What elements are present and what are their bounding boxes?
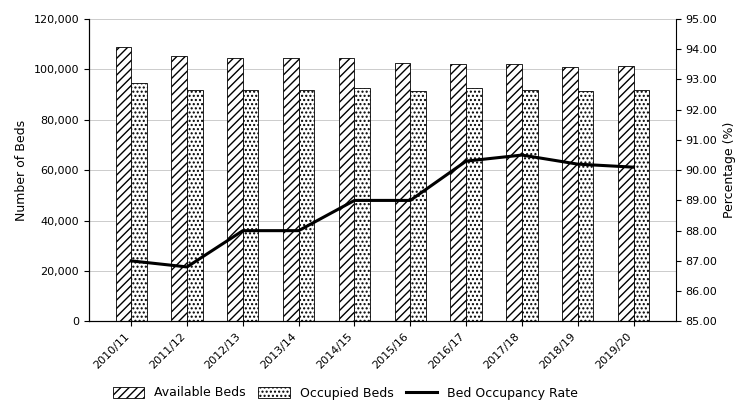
Bar bbox=[522, 89, 538, 321]
Bar bbox=[562, 67, 578, 321]
Bar bbox=[339, 58, 354, 321]
Legend: Available Beds, Occupied Beds, Bed Occupancy Rate: Available Beds, Occupied Beds, Bed Occup… bbox=[107, 380, 584, 406]
Bar bbox=[171, 56, 187, 321]
Bar bbox=[228, 58, 243, 321]
Bar bbox=[451, 64, 466, 321]
Bar bbox=[395, 63, 410, 321]
Bar bbox=[466, 88, 481, 321]
Bar bbox=[506, 64, 522, 321]
Bar bbox=[354, 88, 370, 321]
Y-axis label: Number of Beds: Number of Beds bbox=[15, 119, 28, 221]
Bar bbox=[634, 89, 649, 321]
Bar bbox=[283, 58, 299, 321]
Bar bbox=[187, 89, 203, 321]
Bar bbox=[618, 66, 634, 321]
Bar bbox=[116, 47, 131, 321]
Bar bbox=[410, 91, 426, 321]
Bar bbox=[578, 91, 593, 321]
Bar bbox=[299, 89, 314, 321]
Bar bbox=[131, 83, 147, 321]
Y-axis label: Percentage (%): Percentage (%) bbox=[723, 122, 736, 218]
Bar bbox=[243, 89, 258, 321]
